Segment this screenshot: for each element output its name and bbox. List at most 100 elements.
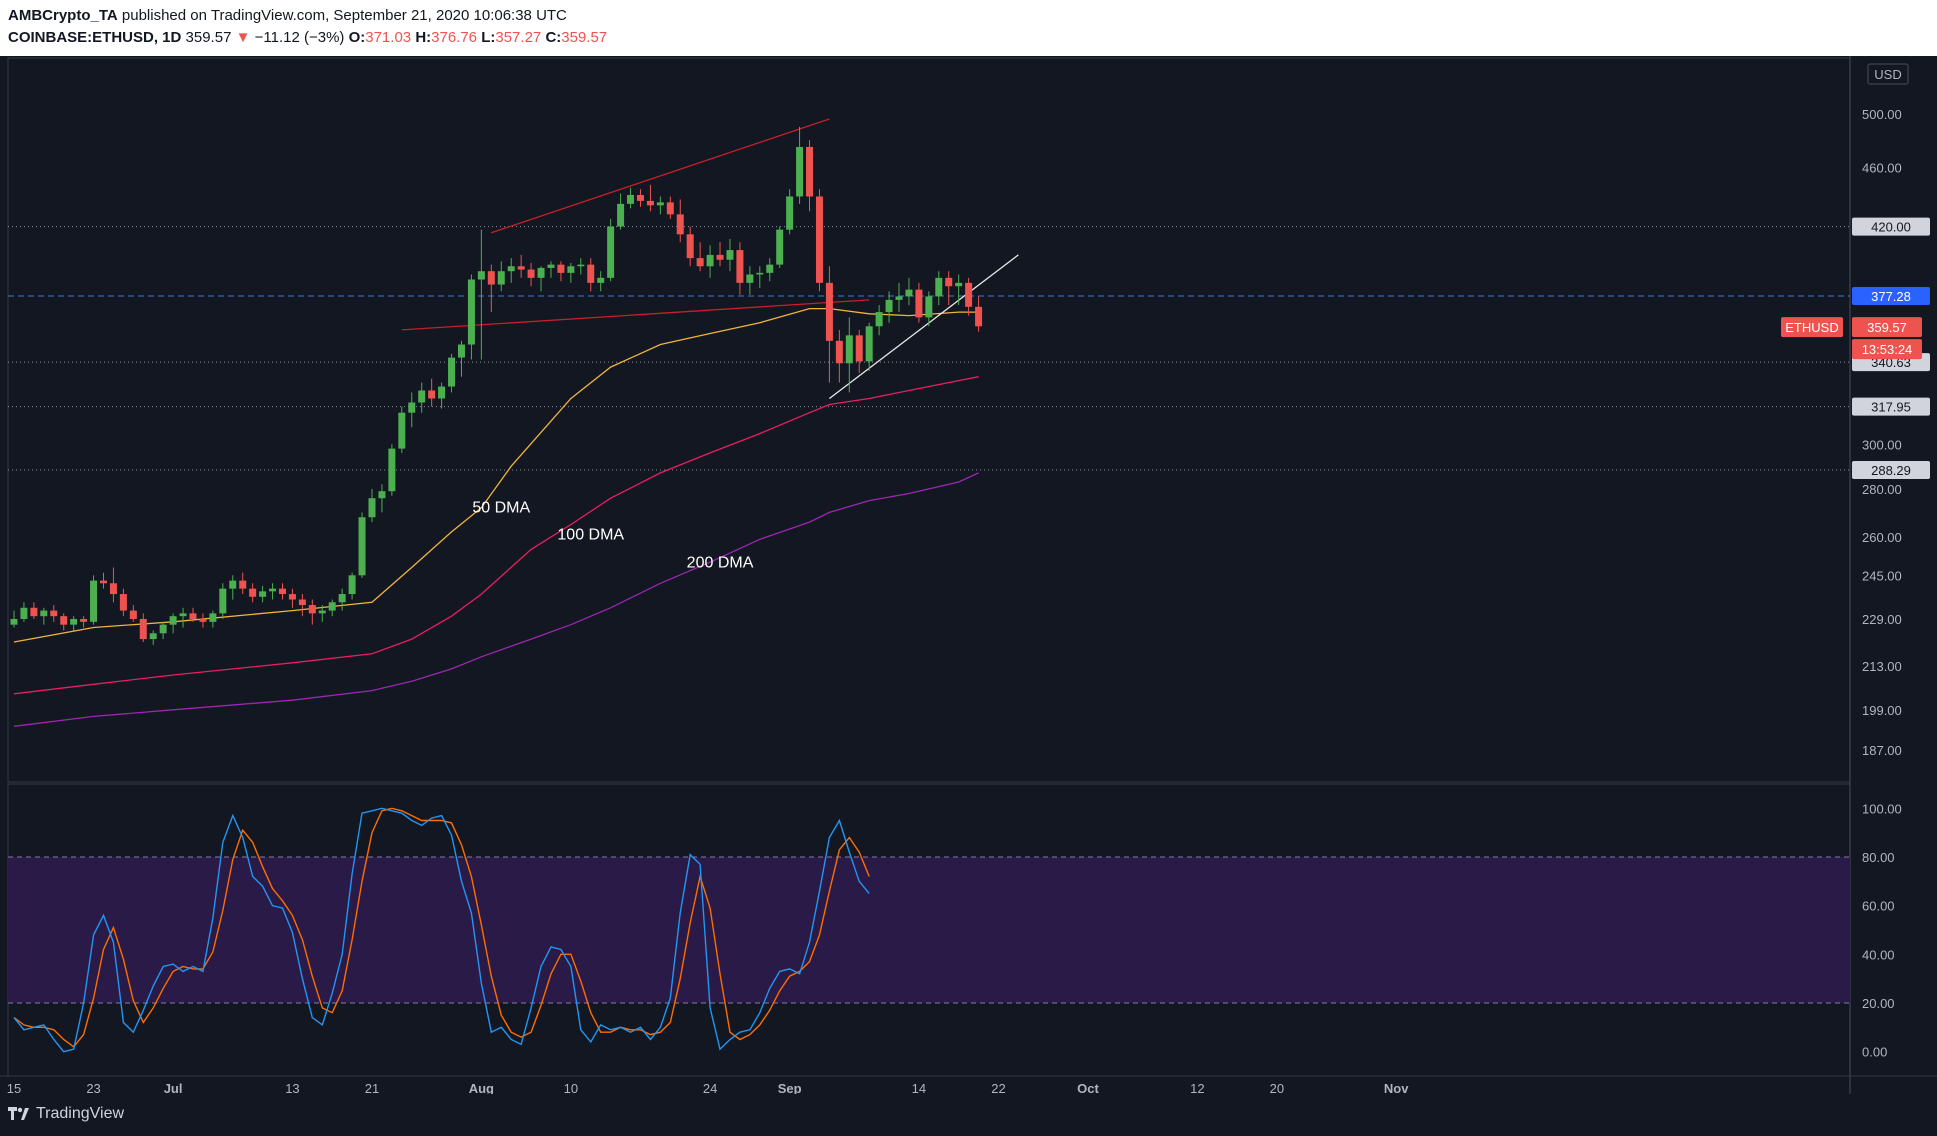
candle-body[interactable] <box>607 226 615 278</box>
candle-body[interactable] <box>895 296 903 300</box>
candle-body[interactable] <box>666 202 674 215</box>
candle-body[interactable] <box>935 277 943 297</box>
candle-body[interactable] <box>845 335 853 364</box>
candle-body[interactable] <box>597 277 605 283</box>
candle-body[interactable] <box>398 412 406 449</box>
candle-body[interactable] <box>318 610 326 614</box>
candle-body[interactable] <box>517 266 525 270</box>
candle-body[interactable] <box>925 296 933 318</box>
candle-body[interactable] <box>875 312 883 327</box>
candle-body[interactable] <box>865 326 873 362</box>
candle-body[interactable] <box>587 264 595 283</box>
candle-body[interactable] <box>567 266 575 273</box>
candle-body[interactable] <box>736 250 744 283</box>
ma200-line[interactable] <box>13 472 979 727</box>
ma50-line[interactable] <box>13 307 979 643</box>
candle-body[interactable] <box>975 306 983 327</box>
candle-body[interactable] <box>636 194 644 201</box>
support-trendline[interactable] <box>829 254 1019 399</box>
candle-body[interactable] <box>99 580 107 584</box>
candle-body[interactable] <box>20 607 28 619</box>
candle-body[interactable] <box>348 575 356 595</box>
currency-box[interactable] <box>1867 63 1909 85</box>
candle-body[interactable] <box>905 289 913 297</box>
candle-body[interactable] <box>199 618 207 622</box>
candle-body[interactable] <box>815 196 823 283</box>
candle-body[interactable] <box>408 402 416 413</box>
channel-upper-line[interactable] <box>491 118 830 234</box>
candle-body[interactable] <box>219 588 227 614</box>
candle-body[interactable] <box>835 340 843 364</box>
candle-body[interactable] <box>338 594 346 603</box>
candle-body[interactable] <box>915 289 923 318</box>
candle-body[interactable] <box>90 580 98 622</box>
stoch-k-line[interactable] <box>13 807 870 1053</box>
candle-body[interactable] <box>428 390 436 399</box>
candle-body[interactable] <box>507 266 515 272</box>
candle-body[interactable] <box>278 588 286 595</box>
symbol-label[interactable]: COINBASE:ETHUSD, 1D <box>8 29 182 46</box>
candle-body[interactable] <box>169 616 177 625</box>
candle-body[interactable] <box>656 202 664 206</box>
candle-body[interactable] <box>487 271 495 285</box>
chart-canvas[interactable]: 500.00 460.00 300.00 280.00 260.00 245.00 229.… <box>0 56 1937 1096</box>
candle-body[interactable] <box>825 282 833 341</box>
candle-body[interactable] <box>557 264 565 273</box>
candle-body[interactable] <box>298 599 306 606</box>
candle-body[interactable] <box>269 588 277 592</box>
candle-body[interactable] <box>159 624 167 634</box>
candle-body[interactable] <box>189 613 197 619</box>
candle-body[interactable] <box>259 591 267 597</box>
candle-body[interactable] <box>686 234 694 259</box>
candle-body[interactable] <box>945 277 953 287</box>
candle-body[interactable] <box>726 250 734 260</box>
candle-body[interactable] <box>418 390 426 403</box>
ma100-line[interactable] <box>13 376 979 695</box>
candle-body[interactable] <box>308 605 316 614</box>
chart-area[interactable]: 500.00 460.00 300.00 280.00 260.00 245.00 229.… <box>0 56 1937 1096</box>
candle-body[interactable] <box>477 271 485 280</box>
candle-body[interactable] <box>328 602 336 611</box>
candle-body[interactable] <box>119 594 127 611</box>
candle-body[interactable] <box>756 272 764 275</box>
candle-body[interactable] <box>109 583 117 595</box>
candle-body[interactable] <box>40 610 48 617</box>
candle-body[interactable] <box>646 200 654 206</box>
candle-body[interactable] <box>70 618 78 625</box>
candle-body[interactable] <box>716 254 724 260</box>
candle-body[interactable] <box>149 633 157 640</box>
candle-body[interactable] <box>467 279 475 345</box>
candle-body[interactable] <box>786 196 794 230</box>
candle-body[interactable] <box>676 214 684 235</box>
candle-body[interactable] <box>885 299 893 313</box>
candle-body[interactable] <box>527 269 535 278</box>
channel-lower-line[interactable] <box>401 299 870 331</box>
candle-body[interactable] <box>537 267 545 278</box>
candle-body[interactable] <box>855 335 863 362</box>
candle-body[interactable] <box>60 616 68 625</box>
candle-body[interactable] <box>497 271 505 285</box>
candle-body[interactable] <box>30 607 38 617</box>
candle-body[interactable] <box>696 258 704 267</box>
candle-body[interactable] <box>129 610 137 619</box>
candle-body[interactable] <box>80 618 88 622</box>
candle-body[interactable] <box>388 448 396 492</box>
candle-body[interactable] <box>179 613 187 617</box>
candle-body[interactable] <box>806 146 814 197</box>
candle-body[interactable] <box>796 146 804 197</box>
candle-body[interactable] <box>955 282 963 287</box>
candle-body[interactable] <box>139 618 147 640</box>
candle-body[interactable] <box>766 264 774 273</box>
candle-body[interactable] <box>438 386 446 399</box>
candle-body[interactable] <box>776 229 784 265</box>
candle-body[interactable] <box>239 580 247 589</box>
candle-body[interactable] <box>577 264 585 267</box>
candle-body[interactable] <box>368 498 376 518</box>
candle-body[interactable] <box>627 194 635 204</box>
candle-body[interactable] <box>50 610 58 617</box>
candle-body[interactable] <box>617 203 625 227</box>
candle-body[interactable] <box>288 594 296 600</box>
candle-body[interactable] <box>229 580 237 589</box>
candle-body[interactable] <box>10 618 18 625</box>
candle-body[interactable] <box>209 613 217 622</box>
